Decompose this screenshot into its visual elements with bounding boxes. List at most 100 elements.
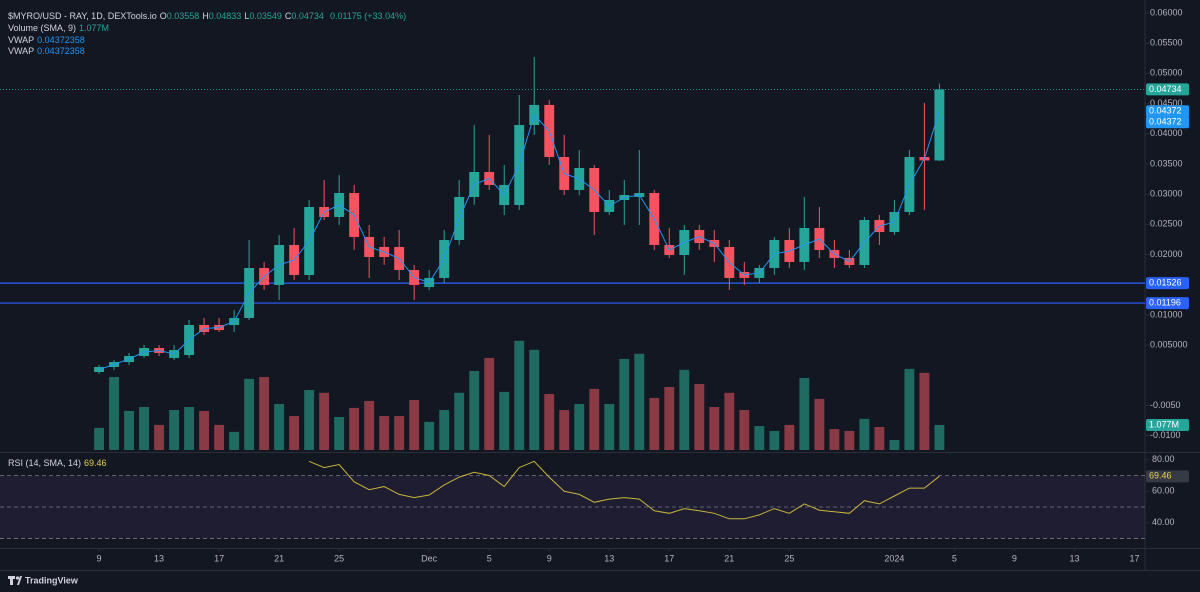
volume-bar: [469, 370, 480, 450]
volume-bar: [364, 400, 375, 450]
ohlc-key: H: [202, 11, 209, 21]
volume-bar: [94, 427, 104, 450]
ohlc-key: C: [284, 11, 292, 21]
x-tick-label: 21: [724, 553, 734, 563]
volume-bar: [784, 424, 795, 450]
legend-vwap: VWAP 0.04372358: [8, 35, 88, 46]
price-badge-label: 0.04372: [1149, 117, 1182, 127]
volume-bar: [334, 416, 345, 450]
ohlc-value: 0.04833: [208, 11, 242, 21]
y-tick-label: 0.005000: [1150, 339, 1188, 349]
brand-logo: [8, 576, 22, 585]
volume-bar: [874, 426, 885, 450]
price-badge: [1146, 83, 1189, 96]
rsi-tick-label: 80.00: [1152, 454, 1175, 464]
volume-bar: [844, 430, 855, 450]
price-badge: [1146, 470, 1189, 483]
volume-bar: [889, 440, 900, 450]
symbol: $MYRO/USD - RAY, 1D, DEXTools.io: [8, 11, 157, 21]
x-tick-label: 25: [334, 553, 344, 563]
volume-bar: [574, 403, 585, 450]
y-tick-label: 0.02500: [1150, 219, 1183, 229]
y-tick-label: -0.0050: [1150, 400, 1181, 410]
x-tick-label: 13: [604, 553, 614, 563]
ohlc-value: 0.03558: [166, 11, 200, 21]
volume-bar: [154, 424, 165, 450]
volume-bar: [139, 406, 150, 450]
volume-bar: [529, 349, 540, 450]
volume-bar: [904, 368, 915, 450]
x-tick-label: 13: [154, 553, 164, 563]
volume-bar: [349, 407, 360, 450]
x-tick-label: 2024: [884, 553, 904, 563]
volume-bar: [649, 397, 660, 450]
price-badge-label: 0.01526: [1149, 278, 1182, 288]
x-tick-label: 25: [784, 553, 794, 563]
volume-bar: [859, 418, 870, 450]
price-badge: [1146, 297, 1189, 310]
rsi-line: [308, 460, 940, 520]
volume-bar: [274, 403, 285, 450]
volume-bar: [169, 410, 180, 450]
volume-value: 1.077M: [79, 23, 110, 33]
price-badge-label: 1.077M: [1149, 419, 1179, 429]
volume-bar: [319, 392, 330, 450]
y-tick-label: 0.03500: [1150, 158, 1183, 168]
volume-bar: [439, 410, 450, 450]
candle-body: [934, 89, 945, 161]
brand: TradingView: [25, 575, 79, 585]
vwap-title: VWAP: [8, 46, 35, 56]
rsi-tick-label: 40.00: [1152, 517, 1175, 527]
x-tick-label: 5: [952, 553, 957, 563]
vwap-title: VWAP: [8, 35, 35, 45]
volume-bar: [724, 392, 735, 450]
x-tick-label: 9: [97, 553, 102, 563]
price-badge: [1146, 116, 1189, 129]
x-tick-label: 9: [1012, 553, 1017, 563]
volume-bar: [814, 398, 825, 450]
volume-bar: [124, 410, 135, 450]
volume-bar: [259, 377, 270, 450]
price-badge: [1146, 418, 1189, 431]
volume-bar: [934, 424, 945, 450]
legend-main: $MYRO/USD - RAY, 1D, DEXTools.io O0.03558…: [8, 11, 409, 22]
volume-bar: [499, 391, 510, 450]
volume-bar: [409, 400, 420, 450]
price-badge-label: 0.04372: [1149, 106, 1182, 116]
x-tick-label: 17: [1129, 553, 1139, 563]
volume-bar: [769, 430, 780, 450]
x-tick-label: Dec: [421, 553, 438, 563]
volume-title: Volume (SMA, 9): [8, 23, 77, 33]
volume-bar: [484, 357, 495, 450]
y-tick-label: 0.02000: [1150, 249, 1183, 259]
price-badge: [1146, 105, 1189, 118]
y-tick-label: 0.04500: [1150, 98, 1183, 108]
ohlc-value: 0.03549: [249, 11, 282, 21]
volume-bar: [799, 377, 810, 450]
volume-bar: [754, 426, 765, 450]
volume-bar: [199, 410, 210, 450]
price-badge-label: 69.46: [1149, 471, 1172, 481]
volume-bar: [454, 392, 465, 450]
volume-bar: [619, 358, 630, 450]
y-tick-label: 0.04000: [1150, 128, 1183, 138]
volume-bar: [559, 410, 570, 450]
rsi-value: 69.46: [84, 458, 107, 468]
x-tick-label: 21: [274, 553, 284, 563]
volume-bar: [694, 383, 705, 450]
volume-bar: [229, 431, 240, 450]
x-tick-label: 5: [487, 553, 492, 563]
y-tick-label: 0.05000: [1150, 68, 1183, 78]
price-badge-label: 0.01196: [1149, 297, 1181, 307]
vwap-value: 0.04372358: [37, 35, 85, 45]
volume-bar: [304, 390, 315, 450]
volume-bar: [664, 387, 675, 450]
volume-bar: [379, 416, 390, 450]
legend-vwap: VWAP 0.04372358: [8, 46, 88, 57]
legend-rsi: RSI (14, SMA, 14) 69.46: [8, 458, 110, 469]
y-tick-label: -0.0100: [1150, 430, 1181, 440]
volume-bar: [679, 369, 690, 450]
volume-bar: [544, 393, 555, 450]
